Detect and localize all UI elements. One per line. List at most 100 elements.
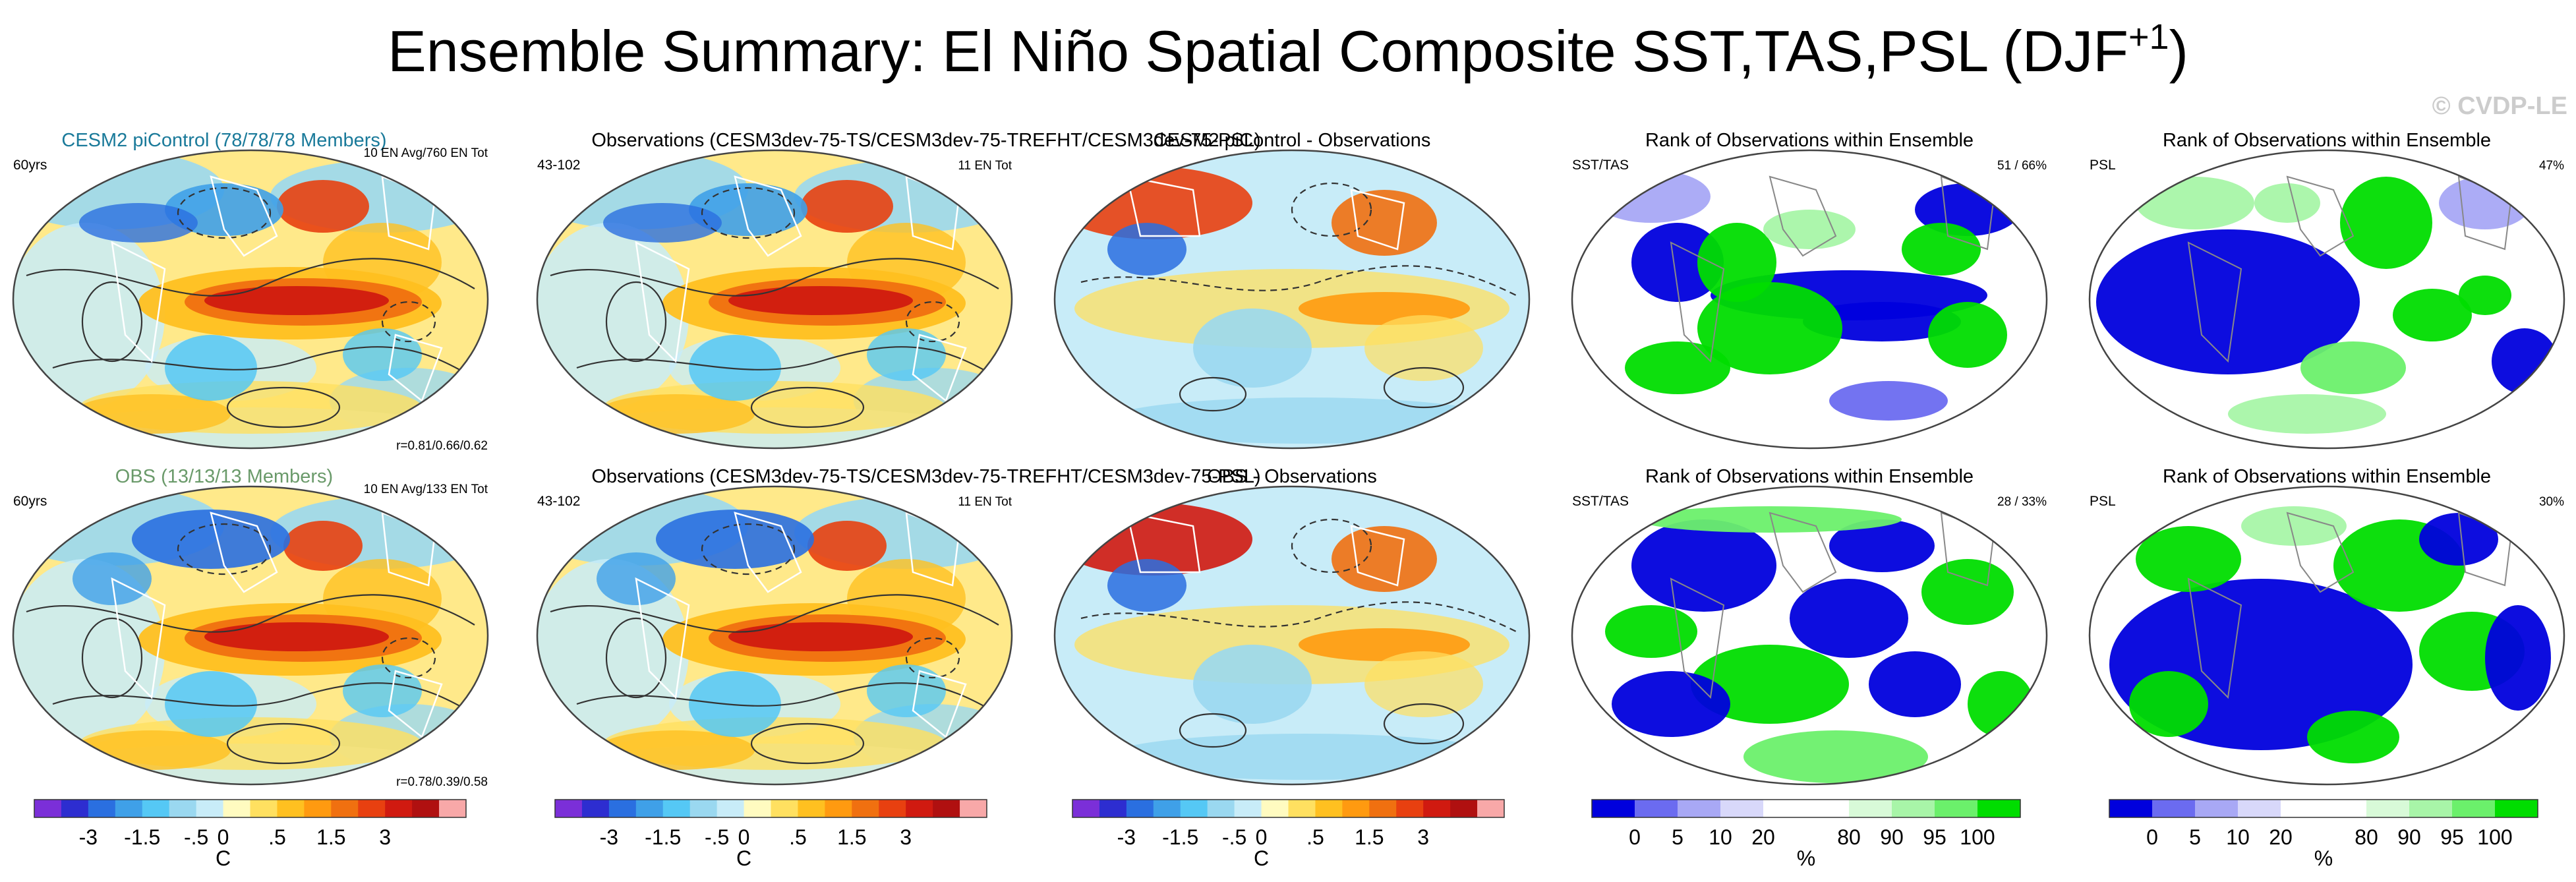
colorbar-tick-label: 10 <box>1709 825 1732 849</box>
panel-left-label: PSL <box>2090 158 2116 173</box>
colorbar-1: -3 -1.5 -.5 0 .5 1.5 3 C <box>34 799 467 870</box>
colorbar-swatch <box>1592 800 1635 817</box>
colorbar-swatch <box>2195 800 2239 817</box>
map-panel-r2-c5: Rank of Observations within Ensemble PSL 3… <box>2088 466 2565 786</box>
colorbar-swatch <box>1892 800 1935 817</box>
map-panels: CESM2 piControl (78/78/78 Members) 60yrs 1… <box>12 130 2565 789</box>
colorbar-tick-label: 80 <box>1837 825 1861 849</box>
colorbar-tick-label: -1.5 <box>1162 825 1198 849</box>
figure-title: Ensemble Summary: El Niño Spatial Compos… <box>388 17 2188 84</box>
colorbar-swatch <box>1072 800 1100 817</box>
colorbar-tick-label: 5 <box>2189 825 2201 849</box>
map-panel-r2-c2: Observations (CESM3dev-75-TS/CESM3dev-75… <box>536 466 1261 786</box>
colorbar-swatch <box>1678 800 1721 817</box>
colorbar-swatch <box>304 800 332 817</box>
colorbar-swatch <box>1423 800 1451 817</box>
map-border <box>536 485 1013 786</box>
map-field-r2-c2 <box>537 486 1012 784</box>
colorbar-2: -3 -1.5 -.5 0 .5 1.5 3 C <box>554 799 987 870</box>
figure-title-close: ) <box>2169 18 2188 84</box>
colorbar-swatch <box>635 800 664 817</box>
colorbar-tick-label: 95 <box>2440 825 2464 849</box>
colorbar-swatch <box>2366 800 2410 817</box>
colorbar-5: 0 5 10 20 80 90 95 100% <box>2109 799 2538 870</box>
map-field-r1-c3 <box>1055 150 1529 448</box>
colorbar-tick-label: 0 <box>1629 825 1641 849</box>
colorbar-swatch <box>1180 800 1208 817</box>
colorbar-swatch <box>1977 800 2021 817</box>
colorbar-tick-label: 1.5 <box>1355 825 1384 849</box>
colorbar-swatch <box>771 800 798 817</box>
colorbar-tick-label: 5 <box>1672 825 1683 849</box>
colorbar-swatch <box>744 800 771 817</box>
panel-title: Rank of Observations within Ensemble <box>1645 466 1974 487</box>
map-border <box>2088 149 2565 450</box>
panel-left-label: 43-102 <box>537 494 580 509</box>
map-panel-r2-c4: Rank of Observations within Ensemble SST/… <box>1571 466 2048 786</box>
colorbar-swatch <box>412 800 440 817</box>
colorbar-swatch <box>88 800 116 817</box>
colorbar-swatch <box>250 800 278 817</box>
panel-title: Rank of Observations within Ensemble <box>2163 130 2491 151</box>
colorbar-3: -3 -1.5 -.5 0 .5 1.5 3 C <box>1072 799 1505 870</box>
map-border <box>12 149 489 450</box>
colorbar-swatch <box>906 800 933 817</box>
colorbar-tick-label: 100 <box>1960 825 1995 849</box>
colorbar-swatch <box>115 800 143 817</box>
colorbar-swatch <box>825 800 852 817</box>
map-border <box>1571 485 2048 786</box>
colorbar-tick-label: 100 <box>2477 825 2512 849</box>
colorbar-swatch <box>1450 800 1478 817</box>
colorbar-tick-label: 0 <box>738 825 750 849</box>
colorbar-swatch <box>1315 800 1343 817</box>
colorbar-swatch <box>1288 800 1316 817</box>
colorbar-tick-label: .5 <box>789 825 807 849</box>
panel-left-label: 60yrs <box>13 158 47 173</box>
colorbar-swatch <box>608 800 637 817</box>
colorbar-swatch <box>717 800 745 817</box>
pattern-correlation-label: r=0.81/0.66/0.62 <box>396 439 488 453</box>
map-border <box>1571 149 2048 450</box>
panel-right-label: 10 EN Avg/133 EN Tot <box>364 483 488 496</box>
colorbar-swatch <box>581 800 610 817</box>
map-field-r2-c1 <box>13 486 488 784</box>
colorbar-tick-label: 80 <box>2355 825 2378 849</box>
colorbar-tick-label: -3 <box>600 825 618 849</box>
colorbar-swatch <box>385 800 413 817</box>
colorbar-tick-label: 10 <box>2226 825 2250 849</box>
colorbar-swatch <box>1153 800 1181 817</box>
panel-right-label: 28 / 33% <box>1997 495 2047 509</box>
colorbar-unit: C <box>736 846 751 870</box>
colorbar-swatch <box>1477 800 1505 817</box>
map-panel-r1-c2: Observations (CESM3dev-75-TS/CESM3dev-75… <box>536 130 1261 450</box>
colorbar-swatch <box>798 800 825 817</box>
colorbar-swatch <box>2238 800 2281 817</box>
map-panel-r1-c1: CESM2 piControl (78/78/78 Members) 60yrs 1… <box>12 130 489 453</box>
colorbar-tick-label: .5 <box>1306 825 1324 849</box>
colorbar-tick-label: 3 <box>379 825 391 849</box>
panel-title: CESM2 piControl (78/78/78 Members) <box>61 130 386 151</box>
panel-left-label: 43-102 <box>537 158 580 173</box>
colorbar-tick-label: -.5 <box>705 825 729 849</box>
colorbar-swatch <box>662 800 691 817</box>
colorbar-swatch <box>2495 800 2538 817</box>
colorbar-swatch <box>689 800 718 817</box>
colorbar-swatch <box>879 800 906 817</box>
colorbar-swatch <box>34 800 62 817</box>
map-panel-r2-c3: OBS - Observations <box>1053 466 1531 786</box>
map-field-r1-c1 <box>13 150 488 448</box>
colorbar-tick-label: .5 <box>268 825 286 849</box>
colorbar-swatch <box>852 800 879 817</box>
panel-right-label: 10 EN Avg/760 EN Tot <box>364 146 488 160</box>
colorbar-unit: C <box>1254 846 1269 870</box>
map-border <box>2088 485 2565 786</box>
colorbars: -3 -1.5 -.5 0 .5 1.5 3 C -3 -1.5 -.5 0 .5 1.5 3 C -3 -1.5… <box>34 799 2538 870</box>
panel-title: Observations (CESM3dev-75-TS/CESM3dev-75… <box>591 130 1260 151</box>
colorbar-tick-label: 1.5 <box>837 825 866 849</box>
colorbar-swatch <box>1234 800 1262 817</box>
colorbar-tick-label: 20 <box>1751 825 1775 849</box>
panel-left-label: PSL <box>2090 494 2116 509</box>
panel-right-label: 11 EN Tot <box>958 495 1012 509</box>
colorbar-swatch <box>1720 800 1764 817</box>
panel-right-label: 11 EN Tot <box>958 159 1012 173</box>
